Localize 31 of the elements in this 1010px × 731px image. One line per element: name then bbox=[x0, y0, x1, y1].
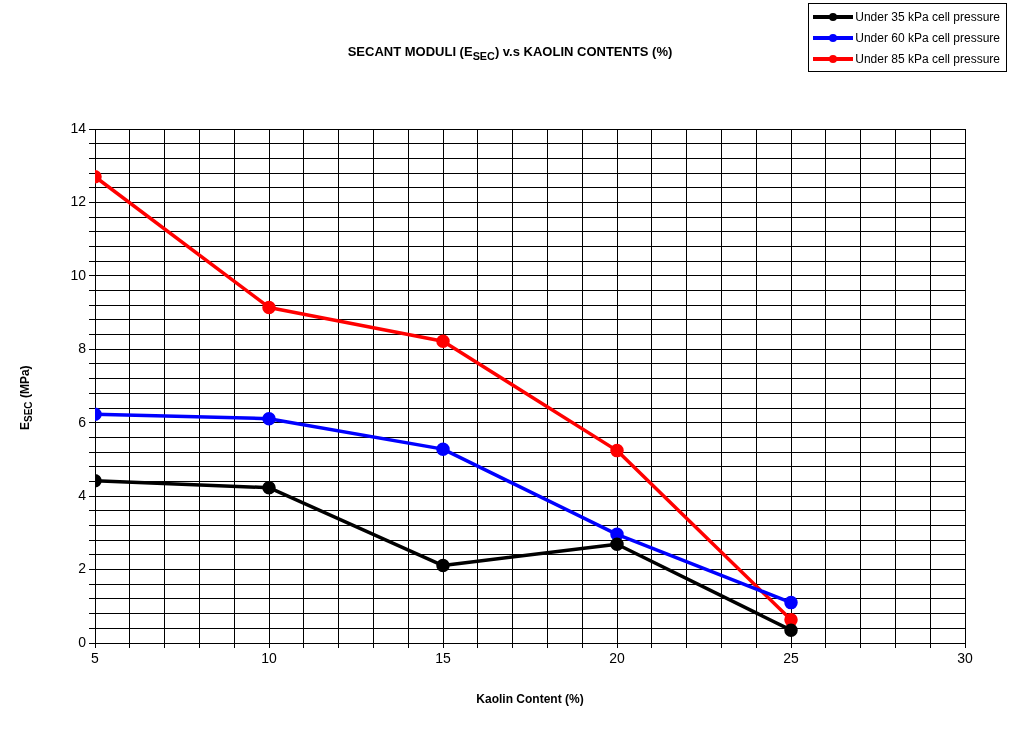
point bbox=[784, 623, 798, 637]
point bbox=[262, 411, 276, 426]
y-tick-label: 6 bbox=[78, 413, 87, 430]
point bbox=[610, 527, 624, 542]
x-tick-label: 5 bbox=[91, 650, 100, 667]
y-tick-label: 8 bbox=[78, 340, 87, 357]
point bbox=[784, 613, 798, 627]
point bbox=[610, 537, 624, 551]
x-axis-title: Kaolin Content (%) bbox=[476, 692, 584, 707]
point bbox=[610, 443, 624, 458]
point bbox=[436, 442, 450, 456]
y-tick-label: 10 bbox=[70, 266, 87, 283]
x-tick-label: 20 bbox=[609, 650, 625, 667]
point bbox=[784, 595, 798, 610]
legend-label: Under 60 kPa cell pressure bbox=[855, 30, 1000, 45]
x-tick-label: 15 bbox=[435, 650, 451, 667]
point bbox=[262, 480, 276, 495]
y-tick-label: 4 bbox=[78, 487, 87, 503]
x-tick-label: 30 bbox=[957, 650, 973, 667]
y-tick-label: 14 bbox=[70, 119, 87, 136]
point bbox=[436, 558, 450, 573]
x-tick-label: 25 bbox=[783, 650, 799, 667]
chart-title: SECANT MODULI (E$_{SEC}$) v.s KAOLIN CONTENTS (%) bbox=[347, 44, 673, 62]
y-tick-label: 0 bbox=[78, 633, 87, 650]
legend-label: Under 85 kPa cell pressure bbox=[855, 51, 1000, 66]
legend-label: Under 35 kPa cell pressure bbox=[855, 9, 1000, 24]
y-tick-label: 12 bbox=[70, 193, 87, 210]
point bbox=[436, 334, 450, 348]
y-tick-label: 2 bbox=[78, 560, 87, 577]
x-tick-label: 10 bbox=[261, 650, 277, 667]
point bbox=[262, 300, 276, 315]
